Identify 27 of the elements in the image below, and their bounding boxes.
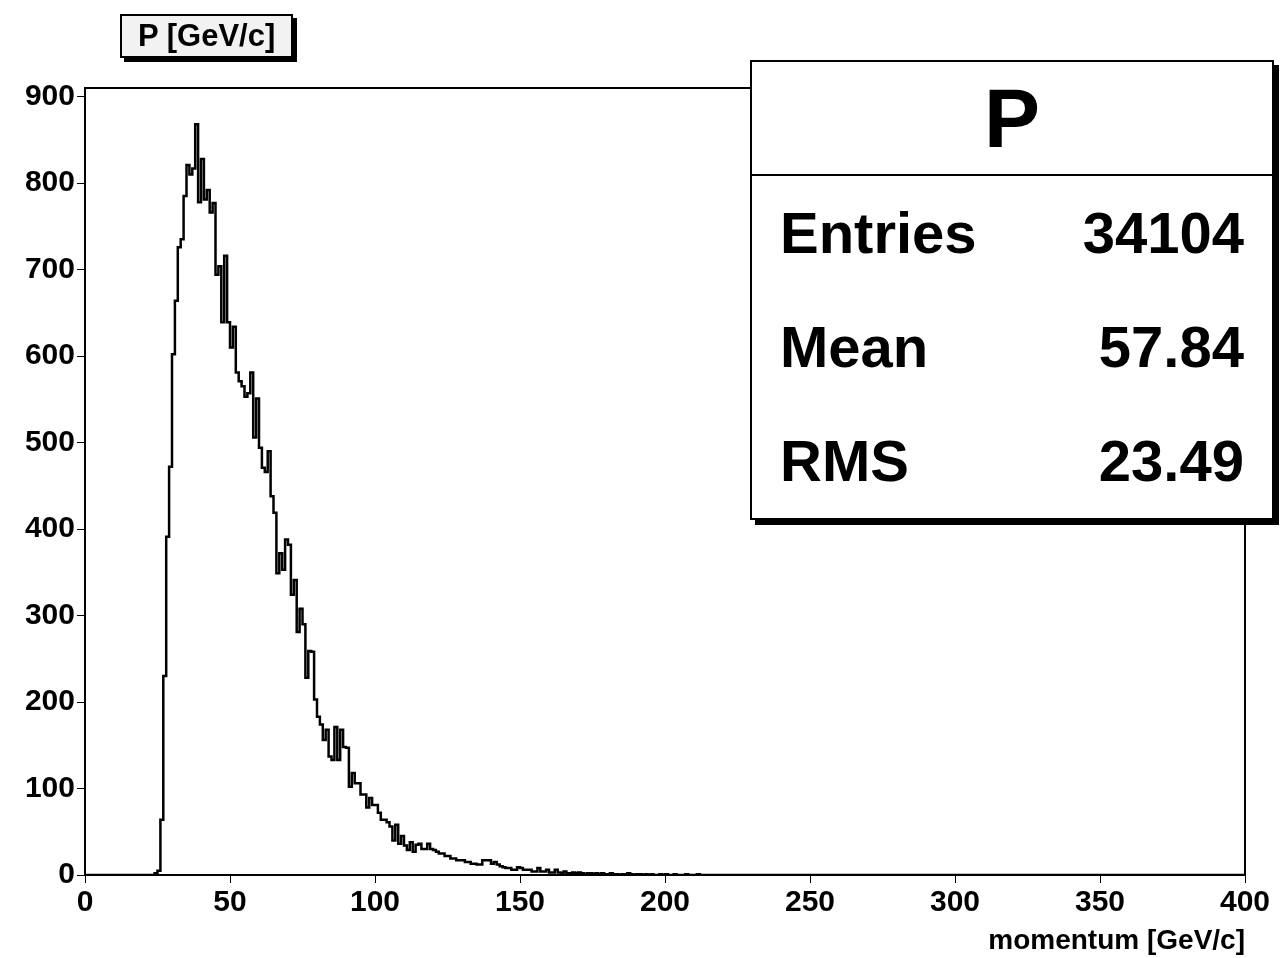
annotation: P: [752, 62, 1272, 176]
chart-title: P [GeV/c]: [120, 14, 294, 58]
annotation: RMS: [780, 427, 909, 495]
y-tick-label: 700: [24, 250, 75, 284]
x-tick-label: 350: [1074, 884, 1126, 918]
y-tick-label: 200: [24, 683, 75, 717]
y-tick-label: 100: [24, 769, 75, 803]
y-tick-label: 600: [24, 337, 75, 371]
x-tick-label: 50: [213, 884, 247, 918]
x-tick-label: 400: [1219, 884, 1271, 918]
annotation: 57.84: [1098, 313, 1244, 381]
y-tick-label: 0: [58, 856, 75, 890]
y-tick-label: 400: [24, 510, 75, 544]
y-tick-label: 800: [24, 164, 75, 198]
annotation: 34104: [1082, 199, 1244, 267]
x-tick-label: 200: [639, 884, 691, 918]
x-tick-label: 300: [929, 884, 981, 918]
x-tick-label: 100: [349, 884, 401, 918]
annotation: 23.49: [1098, 427, 1244, 495]
y-tick-label: 500: [24, 423, 75, 457]
annotation: Mean: [780, 313, 929, 381]
x-tick-label: 150: [494, 884, 546, 918]
annotation: Entries: [780, 199, 977, 267]
y-tick-label: 300: [24, 596, 75, 630]
y-tick-label: 900: [24, 77, 75, 111]
x-tick-label: 250: [784, 884, 836, 918]
x-axis-title: momentum [GeV/c]: [988, 923, 1245, 955]
